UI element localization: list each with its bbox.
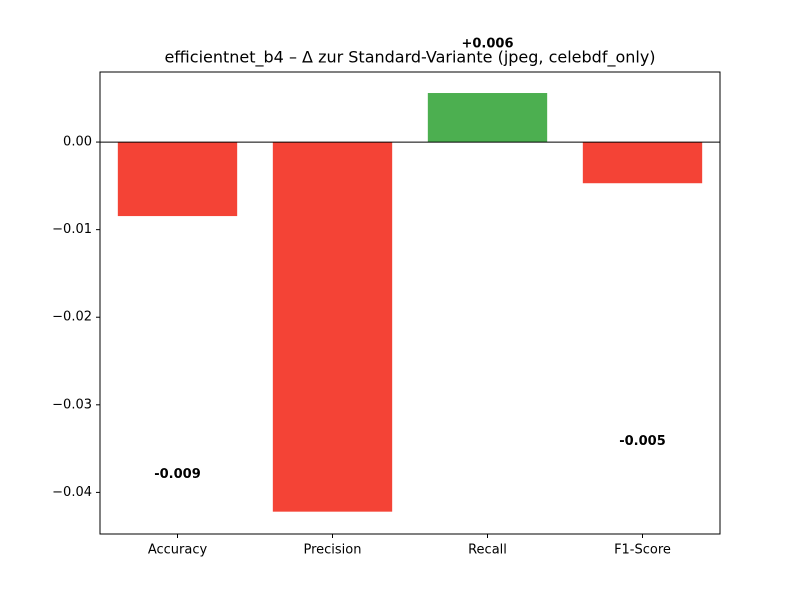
y-tick-label: −0.02 xyxy=(52,310,92,325)
y-tick-label: −0.01 xyxy=(52,222,92,237)
y-tick-label: 0.00 xyxy=(63,135,92,150)
value-label: -0.005 xyxy=(619,434,666,449)
y-tick-label: −0.04 xyxy=(52,485,92,500)
value-label: +0.006 xyxy=(461,36,513,51)
plot-frame xyxy=(99,71,721,535)
y-tick-label: −0.03 xyxy=(52,397,92,412)
bar xyxy=(272,142,393,512)
chart-title: efficientnet_b4 – Δ zur Standard-Variant… xyxy=(164,48,655,68)
x-tick-label: Precision xyxy=(303,543,361,558)
x-tick-label: Accuracy xyxy=(148,543,208,558)
x-tick-label: F1-Score xyxy=(614,543,671,558)
bar xyxy=(427,93,548,143)
bar xyxy=(582,142,703,184)
x-tick-label: Recall xyxy=(468,543,507,558)
value-label: -0.009 xyxy=(154,467,201,482)
bar xyxy=(117,142,238,217)
